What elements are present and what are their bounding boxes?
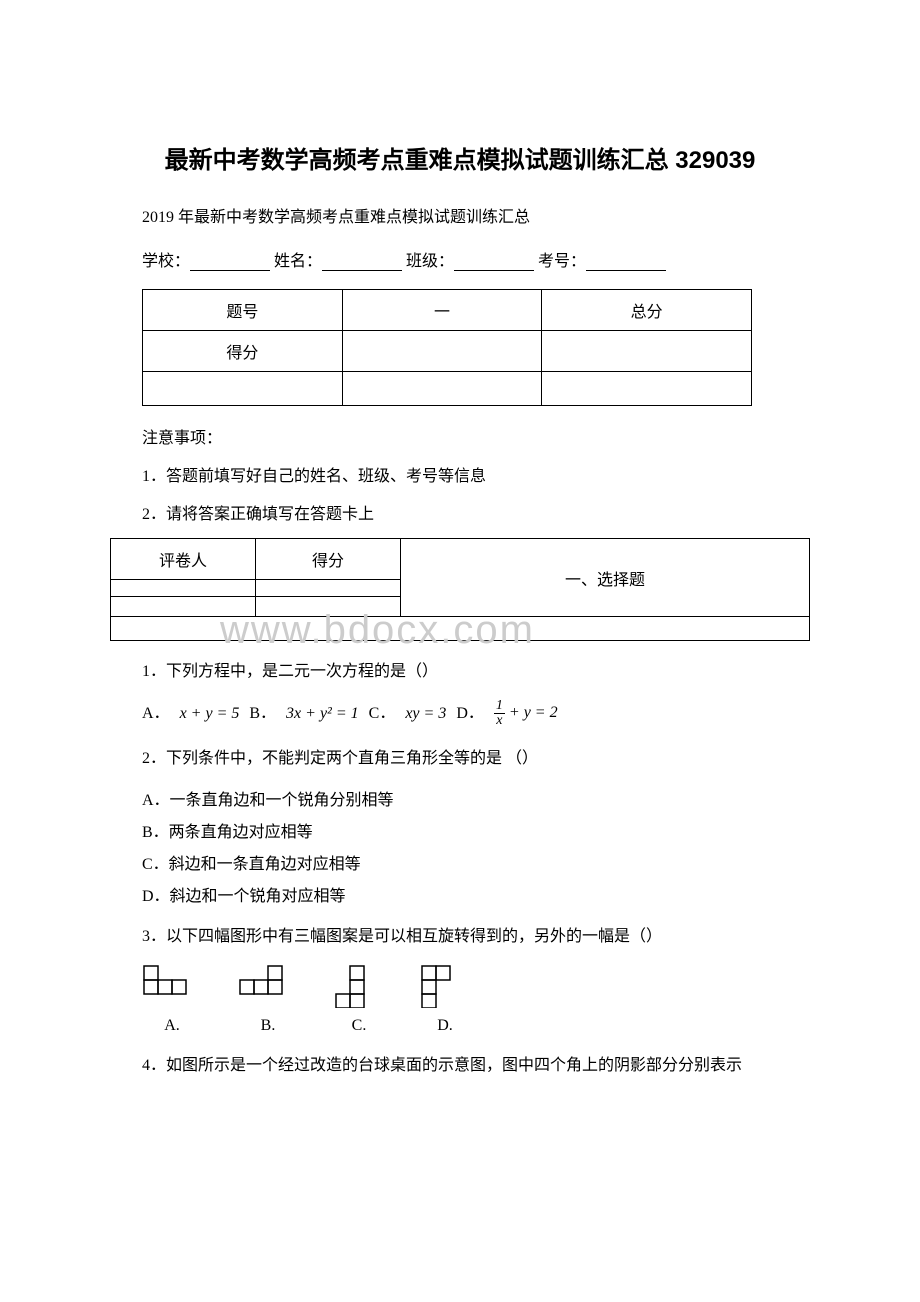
label-examno: 考号： — [538, 253, 586, 270]
frac-num: 1 — [494, 699, 505, 714]
blank-class[interactable] — [454, 253, 534, 271]
cell-section-name: 一、选择题 — [401, 539, 810, 617]
info-form-line: 学校： 姓名： 班级： 考号： — [110, 247, 810, 271]
tetromino-icon — [420, 964, 470, 1008]
blank-examno[interactable] — [586, 253, 666, 271]
cell-score-label: 得分 — [143, 331, 343, 372]
q3-fig-c: C. — [334, 964, 384, 1035]
question-4: 4．如图所示是一个经过改造的台球桌面的示意图，图中四个角上的阴影部分分别表示 — [110, 1053, 810, 1079]
q1-opt-b-eq: 3x + y² = 1 — [286, 705, 359, 723]
cell-total: 总分 — [542, 290, 752, 331]
cell-empty — [256, 597, 401, 617]
cell-score: 得分 — [256, 539, 401, 580]
q1-opt-d-label: D． — [456, 699, 484, 723]
table-row — [143, 372, 752, 406]
q3-fig-b: B. — [238, 964, 298, 1035]
blank-name[interactable] — [322, 253, 402, 271]
section-table: 评卷人 得分 一、选择题 — [110, 538, 810, 641]
subtitle: 2019 年最新中考数学高频考点重难点模拟试题训练汇总 — [110, 203, 810, 227]
q3-label-c: C. — [334, 1017, 384, 1035]
cell-grader: 评卷人 — [111, 539, 256, 580]
q3-label-a: A. — [142, 1017, 202, 1035]
table-row: 题号 一 总分 — [143, 290, 752, 331]
blank-school[interactable] — [190, 253, 270, 271]
q1-opt-c-eq: xy = 3 — [405, 705, 446, 723]
label-class: 班级： — [406, 253, 454, 270]
q1-opt-c-label: C． — [369, 699, 396, 723]
notice-item-2: 2．请将答案正确填写在答题卡上 — [110, 500, 810, 524]
score-table: 题号 一 总分 得分 — [142, 289, 752, 406]
q1-opt-a-label: A． — [142, 699, 170, 723]
frac-den: x — [494, 714, 505, 728]
table-row — [111, 617, 810, 641]
cell-empty — [111, 597, 256, 617]
cell-score-blank[interactable] — [256, 580, 401, 597]
cell-empty — [143, 372, 343, 406]
q3-fig-a: A. — [142, 964, 202, 1035]
label-name: 姓名： — [274, 253, 322, 270]
q2-opt-a: A．一条直角边和一个锐角分别相等 — [142, 786, 810, 810]
cell-grader-blank[interactable] — [111, 580, 256, 597]
cell-empty — [111, 617, 810, 641]
tetromino-icon — [238, 964, 298, 1008]
cell-section-one: 一 — [342, 290, 542, 331]
fraction-icon: 1 x — [494, 699, 505, 728]
q2-opt-c: C．斜边和一条直角边对应相等 — [142, 850, 810, 874]
cell-score-total[interactable] — [542, 331, 752, 372]
q1-opt-d-eq: 1 x + y = 2 — [494, 699, 558, 728]
notice-item-1: 1．答题前填写好自己的姓名、班级、考号等信息 — [110, 462, 810, 486]
cell-empty — [342, 372, 542, 406]
cell-header-number: 题号 — [143, 290, 343, 331]
cell-score-one[interactable] — [342, 331, 542, 372]
q1-opt-b-label: B． — [249, 699, 276, 723]
page-title: 最新中考数学高频考点重难点模拟试题训练汇总 329039 — [110, 140, 810, 175]
question-3: 3．以下四幅图形中有三幅图案是可以相互旋转得到的，另外的一幅是（） — [110, 924, 810, 950]
tetromino-icon — [142, 964, 202, 1008]
q1-options: A． x + y = 5 B． 3x + y² = 1 C． xy = 3 D．… — [142, 699, 810, 729]
label-school: 学校： — [142, 253, 190, 270]
question-2: 2．下列条件中，不能判定两个直角三角形全等的是 （） — [110, 746, 810, 772]
table-row: 得分 — [143, 331, 752, 372]
cell-empty — [542, 372, 752, 406]
table-row: 评卷人 得分 一、选择题 — [111, 539, 810, 580]
q3-label-b: B. — [238, 1017, 298, 1035]
q1-d-rest: + y = 2 — [505, 705, 558, 722]
notice-title: 注意事项： — [110, 424, 810, 448]
q3-fig-d: D. — [420, 964, 470, 1035]
question-1: 1．下列方程中，是二元一次方程的是（） — [110, 659, 810, 685]
q3-figures: A. B. C. — [142, 964, 810, 1035]
q2-opt-b: B．两条直角边对应相等 — [142, 818, 810, 842]
q2-opt-d: D．斜边和一个锐角对应相等 — [142, 882, 810, 906]
q3-label-d: D. — [420, 1017, 470, 1035]
tetromino-icon — [334, 964, 384, 1008]
q1-opt-a-eq: x + y = 5 — [180, 705, 240, 723]
